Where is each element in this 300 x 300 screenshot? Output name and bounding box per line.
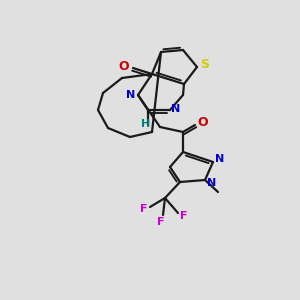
- Text: N: N: [207, 178, 217, 188]
- Text: N: N: [126, 90, 136, 100]
- Text: F: F: [140, 204, 148, 214]
- Text: O: O: [119, 61, 129, 74]
- Text: N: N: [215, 154, 225, 164]
- Text: O: O: [198, 116, 208, 128]
- Text: H: H: [141, 119, 151, 129]
- Text: S: S: [200, 58, 209, 70]
- Text: F: F: [157, 217, 165, 227]
- Text: F: F: [180, 211, 188, 221]
- Text: N: N: [171, 104, 181, 114]
